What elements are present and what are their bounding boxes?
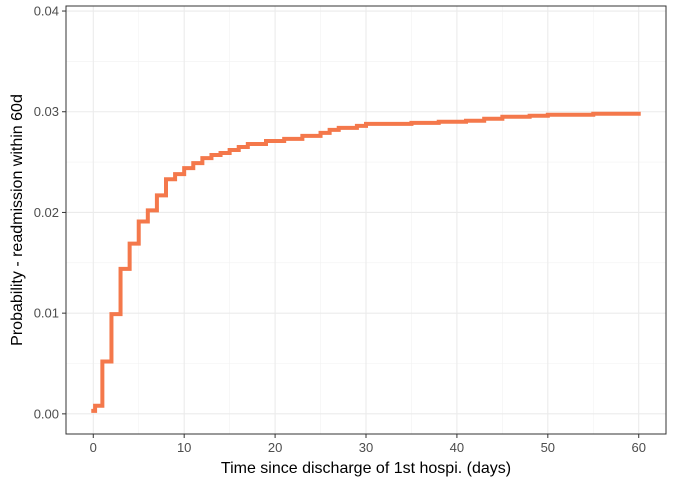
y-tick-label: 0.03 xyxy=(34,104,59,119)
x-tick-label: 60 xyxy=(631,440,645,455)
y-tick-label: 0.01 xyxy=(34,306,59,321)
y-tick-label: 0.02 xyxy=(34,205,59,220)
y-tick-label: 0.04 xyxy=(34,4,59,19)
grid xyxy=(66,6,666,434)
series-layer xyxy=(91,111,641,413)
x-tick-label: 10 xyxy=(177,440,191,455)
x-tick-label: 20 xyxy=(268,440,282,455)
x-tick-label: 50 xyxy=(541,440,555,455)
x-tick-label: 30 xyxy=(359,440,373,455)
series-line xyxy=(91,111,641,413)
axes: 0 10 20 30 40 50 60 0.00 0.01 0.02 0.03 0.04 xyxy=(34,4,646,455)
y-axis-title: Probability - readmission within 60d xyxy=(9,94,26,346)
x-axis-title: Time since discharge of 1st hospi. (days… xyxy=(221,460,511,477)
x-tick-label: 0 xyxy=(90,440,97,455)
y-tick-label: 0.00 xyxy=(34,406,59,421)
x-tick-label: 40 xyxy=(450,440,464,455)
